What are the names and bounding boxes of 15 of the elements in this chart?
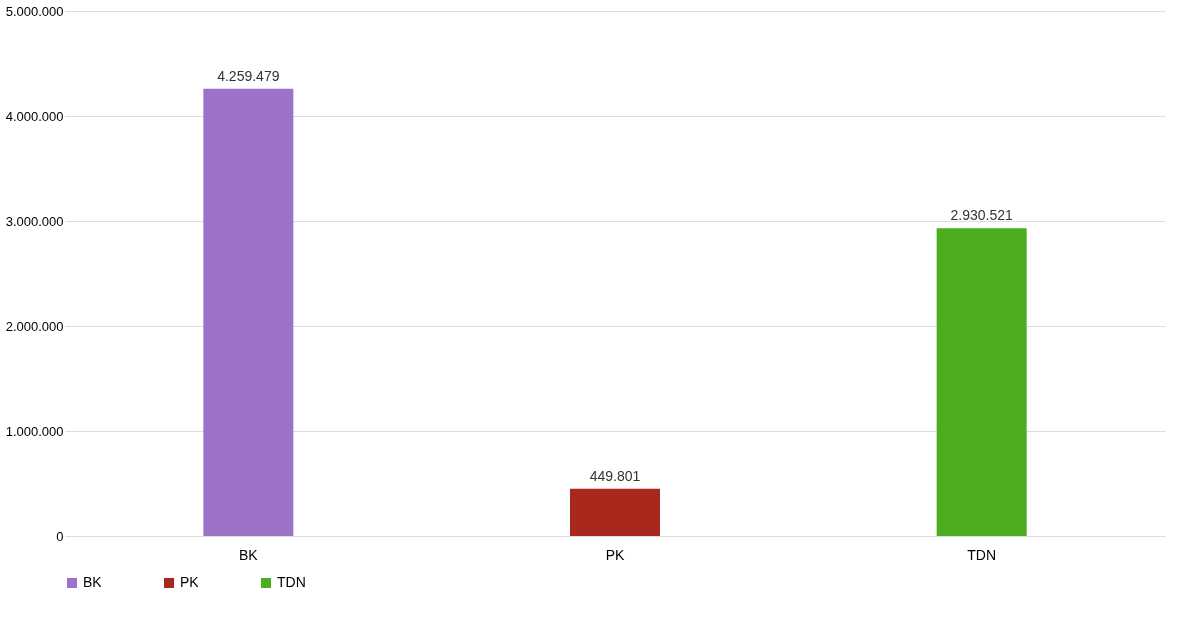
legend-label: PK <box>180 574 200 590</box>
y-tick-label: 0 <box>56 528 64 544</box>
data-label: 449.801 <box>589 467 641 484</box>
data-label: 4.259.479 <box>217 67 280 84</box>
y-tick-label: 4.000.000 <box>5 108 64 124</box>
x-tick-label: BK <box>238 546 259 563</box>
y-tick-label: 2.000.000 <box>5 318 64 334</box>
y-tick-label: 5.000.000 <box>5 3 64 19</box>
legend-label: TDN <box>277 574 306 590</box>
data-label: 2.930.521 <box>950 207 1014 224</box>
y-tick-label: 1.000.000 <box>5 423 64 439</box>
y-tick-label: 3.000.000 <box>5 213 64 229</box>
x-tick-label: TDN <box>967 546 997 563</box>
legend-label: BK <box>83 574 103 590</box>
x-tick-label: PK <box>605 546 625 563</box>
